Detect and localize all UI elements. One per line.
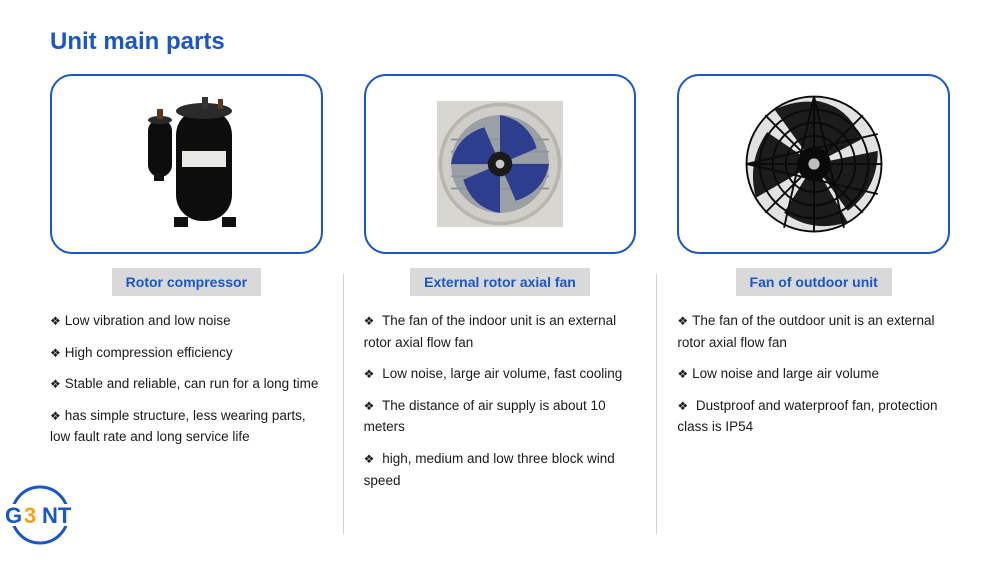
bullet-item: The fan of the outdoor unit is an extern…: [677, 310, 950, 353]
svg-text:NT: NT: [42, 503, 72, 528]
bullets-axial-fan: The fan of the indoor unit is an externa…: [364, 310, 637, 501]
svg-text:3: 3: [24, 503, 36, 528]
bullet-item: Low noise and large air volume: [677, 363, 950, 385]
label-rotor-compressor: Rotor compressor: [112, 268, 261, 296]
bullet-item: The fan of the indoor unit is an externa…: [364, 310, 637, 353]
column-divider: [656, 274, 657, 534]
compressor-image: [106, 89, 266, 239]
bullet-item: Stable and reliable, can run for a long …: [50, 373, 323, 395]
slide: Unit main parts: [0, 0, 1000, 563]
col-rotor-compressor: Rotor compressor Low vibration and low n…: [50, 74, 323, 534]
card-axial-fan: [364, 74, 637, 254]
col-axial-fan: External rotor axial fan The fan of the …: [364, 74, 637, 534]
bullet-item: Dustproof and waterproof fan, protection…: [677, 395, 950, 438]
bullet-item: has simple structure, less wearing parts…: [50, 405, 323, 448]
black-fan-image: [734, 89, 894, 239]
bullets-outdoor-fan: The fan of the outdoor unit is an extern…: [677, 310, 950, 448]
bullet-item: High compression efficiency: [50, 342, 323, 364]
label-axial-fan: External rotor axial fan: [410, 268, 590, 296]
bullet-item: The distance of air supply is about 10 m…: [364, 395, 637, 438]
columns-row: Rotor compressor Low vibration and low n…: [50, 74, 950, 534]
brand-logo: G 3 NT: [2, 480, 92, 555]
bullet-item: Low vibration and low noise: [50, 310, 323, 332]
column-divider: [343, 274, 344, 534]
page-title: Unit main parts: [50, 28, 950, 56]
bullets-rotor-compressor: Low vibration and low noise High compres…: [50, 310, 323, 458]
card-rotor-compressor: [50, 74, 323, 254]
label-outdoor-fan: Fan of outdoor unit: [736, 268, 892, 296]
card-outdoor-fan: [677, 74, 950, 254]
bullet-item: Low noise, large air volume, fast coolin…: [364, 363, 637, 385]
bullet-item: high, medium and low three block wind sp…: [364, 448, 637, 491]
blue-fan-image: [420, 89, 580, 239]
svg-text:G: G: [5, 503, 22, 528]
col-outdoor-fan: Fan of outdoor unit The fan of the outdo…: [677, 74, 950, 534]
